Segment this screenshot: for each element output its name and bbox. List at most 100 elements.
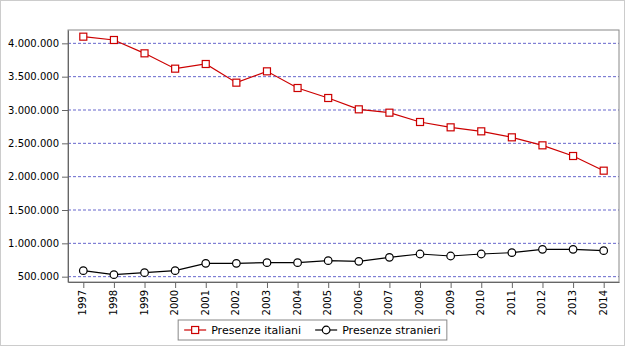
x-tick: 2011 [506,282,517,315]
y-tick-mark [62,77,68,78]
marker [263,68,270,75]
x-tick: 2007 [383,282,394,315]
x-tick: 2005 [322,282,333,315]
x-tick-mark [236,282,237,288]
legend-item: Presenze stranieri [315,324,441,337]
y-tick-label: 4.000.000 [8,38,59,49]
x-tick-label: 2012 [536,290,547,315]
legend-marker [192,327,199,334]
legend: Presenze italiani Presenze stranieri [178,320,447,340]
x-tick: 2002 [230,282,241,315]
x-tick-mark [83,282,84,288]
x-tick-label: 2007 [383,290,394,315]
grid-line [68,43,619,44]
x-tick-mark [328,282,329,288]
x-tick-label: 2010 [475,290,486,315]
y-tick-label: 1.500.000 [8,205,59,216]
marker [569,246,577,254]
x-tick-label: 2004 [292,290,303,315]
x-tick-label: 2006 [353,290,364,315]
x-tick: 2010 [475,282,486,315]
x-tick-mark [604,282,605,288]
y-tick-mark [62,43,68,44]
marker [355,106,362,113]
y-tick: 3.000.000 [8,105,68,116]
marker [447,252,455,260]
x-tick-mark [267,282,268,288]
series-group [80,33,608,278]
marker [80,33,87,40]
x-axis-line [69,282,620,283]
y-axis: 500.0001.000.0001.500.0002.000.0002.500.… [8,31,68,283]
x-tick-mark [206,282,207,288]
y-tick-mark [62,110,68,111]
x-tick: 2000 [169,282,180,315]
series-markers [80,246,608,279]
marker [141,50,148,57]
series-line [83,37,603,171]
x-tick-mark [114,282,115,288]
y-tick: 500.000 [18,271,68,282]
x-tick-mark [573,282,574,288]
marker [355,258,363,266]
y-tick-mark [62,177,68,178]
marker [233,79,240,86]
x-tick-label: 2009 [445,290,456,315]
x-tick-label: 2008 [414,290,425,315]
marker [80,267,88,275]
x-tick-mark [389,282,390,288]
grid-line [68,110,619,111]
marker [600,247,608,255]
marker [386,254,394,262]
y-tick: 4.000.000 [8,38,68,49]
legend-box [178,320,447,340]
x-tick-mark [512,282,513,288]
marker [477,250,485,258]
chart: 500.0001.000.0001.500.0002.000.0002.500.… [0,0,625,346]
x-tick: 2012 [536,282,547,315]
y-tick-mark [62,210,68,211]
marker [539,246,547,254]
marker [202,61,209,68]
y-tick-label: 3.500.000 [8,71,59,82]
y-tick-mark [62,243,68,244]
marker [324,257,332,265]
grid-line [68,243,619,244]
x-tick: 2004 [292,282,303,315]
legend-label: Presenze italiani [211,324,301,337]
marker [570,153,577,160]
marker [233,260,241,268]
marker [263,259,271,267]
x-tick: 1997 [77,282,88,315]
series-line [83,249,603,274]
x-tick-mark [298,282,299,288]
y-tick: 2.000.000 [8,171,68,182]
series-markers [80,33,607,174]
marker [110,271,118,279]
x-tick: 2009 [445,282,456,315]
marker [447,124,454,131]
x-tick-label: 2001 [200,290,211,315]
marker [539,142,546,149]
plot: 500.0001.000.0001.500.0002.000.0002.500.… [8,30,619,315]
x-tick-label: 2005 [322,290,333,315]
grid-line [68,176,619,177]
marker [600,167,607,174]
marker [294,259,302,267]
x-tick: 1999 [139,282,150,315]
marker [416,250,424,258]
x-tick-label: 1999 [139,290,150,315]
marker [172,65,179,72]
marker [417,119,424,126]
x-tick-label: 2011 [506,290,517,315]
y-tick-mark [62,143,68,144]
y-axis-line [68,31,69,283]
marker [171,267,179,275]
x-tick-label: 1997 [77,290,88,315]
x-tick-label: 2000 [169,290,180,315]
x-tick-mark [542,282,543,288]
x-tick-label: 2014 [598,290,609,315]
y-tick-label: 1.000.000 [8,238,59,249]
marker [294,85,301,92]
background [1,1,625,346]
